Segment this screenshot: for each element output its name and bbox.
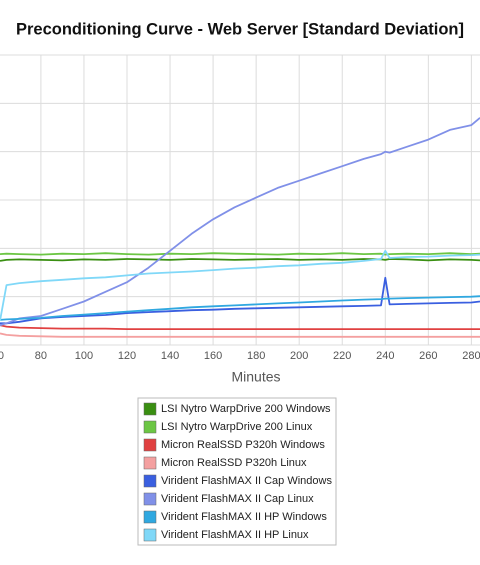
legend-label: Virident FlashMAX II HP Linux — [161, 529, 309, 541]
legend-swatch — [143, 420, 157, 434]
x-tick-label: 60 — [0, 350, 4, 362]
legend-swatch — [143, 456, 157, 470]
x-tick-label: 80 — [35, 350, 47, 362]
legend-swatch — [143, 528, 157, 542]
series-line — [0, 117, 480, 327]
series-line — [0, 258, 480, 262]
legend-label: Virident FlashMAX II Cap Windows — [161, 475, 332, 487]
legend-swatch — [143, 510, 157, 524]
x-tick-label: 120 — [118, 350, 136, 362]
series-line — [0, 276, 480, 325]
series-line — [0, 249, 480, 321]
x-tick-label: 100 — [75, 350, 93, 362]
legend-label: Micron RealSSD P320h Windows — [161, 439, 325, 451]
legend-label: LSI Nytro WarpDrive 200 Windows — [161, 403, 331, 415]
legend-label: Virident FlashMAX II Cap Linux — [161, 493, 314, 505]
series-line — [0, 295, 480, 321]
legend-label: Micron RealSSD P320h Linux — [161, 457, 307, 469]
series-line — [0, 332, 480, 338]
x-tick-label: 280 — [462, 350, 480, 362]
legend-box — [137, 397, 337, 546]
series-line — [0, 324, 480, 330]
x-axis-title: Minutes — [231, 369, 280, 385]
x-tick-label: 160 — [204, 350, 222, 362]
legend-label: LSI Nytro WarpDrive 200 Linux — [161, 421, 313, 433]
x-tick-label: 140 — [161, 350, 179, 362]
legend-swatch — [143, 438, 157, 452]
legend-swatch — [143, 402, 157, 416]
x-tick-label: 260 — [419, 350, 437, 362]
series-line — [0, 252, 480, 256]
legend-swatch — [143, 474, 157, 488]
legend-swatch — [143, 492, 157, 506]
legend-label: Virident FlashMAX II HP Windows — [161, 511, 327, 523]
x-tick-label: 180 — [247, 350, 265, 362]
x-tick-label: 240 — [376, 350, 394, 362]
x-tick-label: 200 — [290, 350, 308, 362]
chart-title: Preconditioning Curve - Web Server [Stan… — [16, 20, 464, 38]
x-tick-label: 220 — [333, 350, 351, 362]
